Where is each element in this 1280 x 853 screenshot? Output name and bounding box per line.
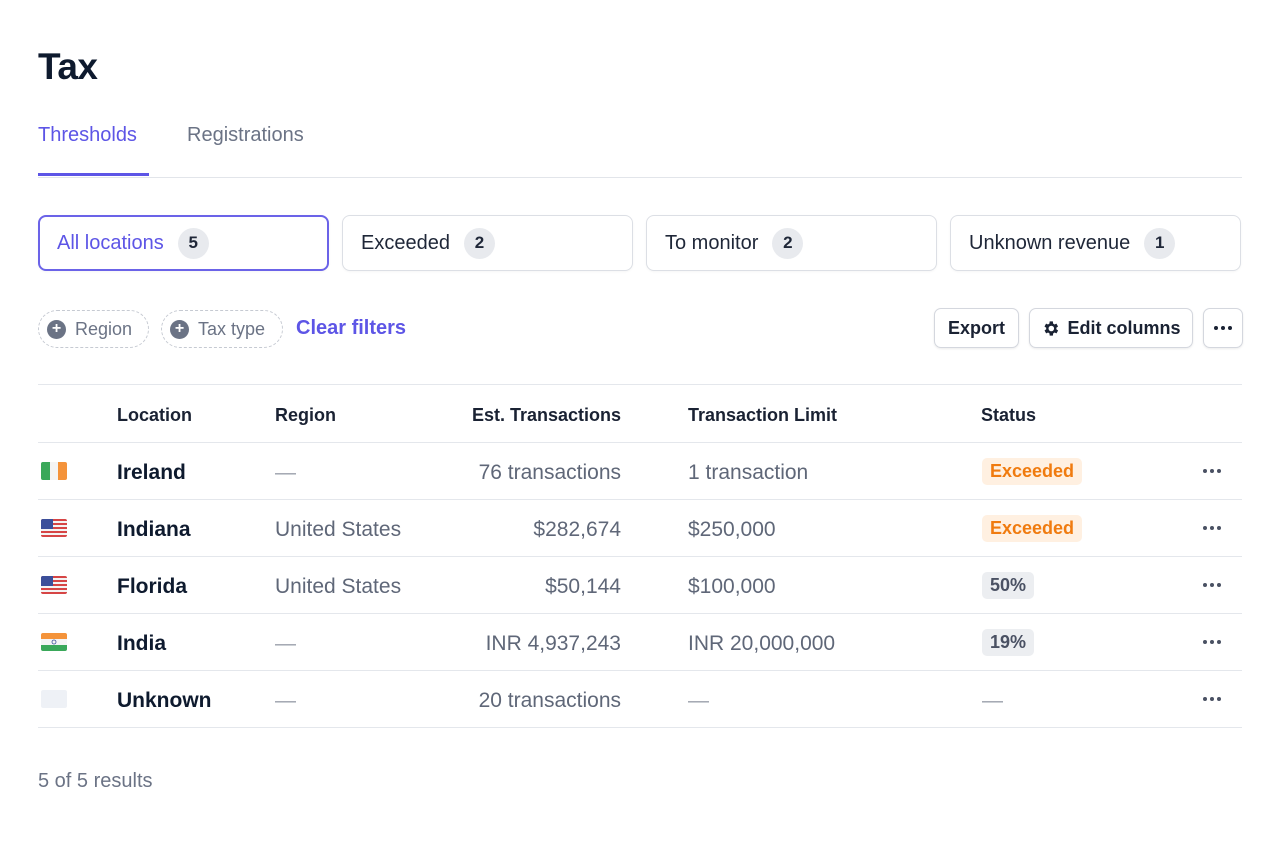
column-header-location[interactable]: Location	[117, 405, 192, 425]
tab-registrations[interactable]: Registrations	[187, 124, 304, 146]
page-title: Tax	[38, 46, 98, 87]
status-badge: Exceeded	[982, 458, 1083, 485]
clear-filters-link[interactable]: Clear filters	[296, 317, 407, 339]
row-actions-button[interactable]	[1200, 689, 1224, 709]
plus-circle-icon: +	[170, 319, 189, 339]
tab-thresholds[interactable]: Thresholds	[38, 124, 149, 176]
filter-card-label: Exceeded	[361, 231, 450, 254]
location-cell: Unknown	[117, 689, 212, 712]
tax-type-filter-chip[interactable]: + Tax type	[161, 310, 283, 348]
location-cell: India	[117, 632, 167, 655]
transaction-limit-cell: INR 20,000,000	[688, 632, 836, 655]
us-flag-icon	[41, 576, 67, 594]
ellipsis-icon	[1203, 640, 1221, 644]
filter-card-label: All locations	[57, 231, 164, 254]
column-header-transaction-limit[interactable]: Transaction Limit	[688, 405, 838, 425]
tab-bar: Thresholds Registrations	[38, 120, 1242, 178]
region-cell: United States	[275, 575, 402, 598]
chip-label: Region	[75, 318, 133, 339]
chip-label: Tax type	[198, 318, 266, 339]
status-cell: 50%	[982, 572, 1035, 599]
ellipsis-icon	[1203, 526, 1221, 530]
more-options-button[interactable]	[1203, 308, 1243, 348]
filter-card-exceeded[interactable]: Exceeded 2	[342, 215, 633, 271]
india-flag-icon	[41, 633, 67, 651]
row-actions-button[interactable]	[1200, 632, 1224, 652]
table-row[interactable]: Indiana United States $282,674 $250,000 …	[38, 500, 1242, 557]
table-row[interactable]: India — INR 4,937,243 INR 20,000,000 19%	[38, 614, 1242, 671]
status-filter-cards: All locations 5 Exceeded 2 To monitor 2 …	[38, 215, 1242, 271]
location-cell: Ireland	[117, 461, 186, 484]
transaction-limit-cell: $100,000	[688, 575, 776, 598]
ellipsis-icon	[1214, 326, 1232, 330]
status-cell: —	[982, 689, 1003, 713]
table-row[interactable]: Unknown — 20 transactions — —	[38, 671, 1242, 728]
filter-card-to-monitor[interactable]: To monitor 2	[646, 215, 937, 271]
filter-card-label: Unknown revenue	[969, 231, 1131, 254]
est-transactions-cell: $50,144	[545, 575, 621, 598]
filter-card-count: 2	[772, 227, 804, 259]
status-cell: Exceeded	[982, 458, 1083, 485]
ellipsis-icon	[1203, 469, 1221, 473]
status-badge: 19%	[982, 629, 1035, 656]
transaction-limit-cell: $250,000	[688, 518, 776, 541]
ellipsis-icon	[1203, 583, 1221, 587]
gear-icon	[1041, 319, 1060, 338]
thresholds-table: Location Region Est. Transactions Transa…	[38, 384, 1242, 728]
row-actions-button[interactable]	[1200, 461, 1224, 481]
est-transactions-cell: INR 4,937,243	[485, 632, 621, 655]
filter-card-label: To monitor	[665, 231, 759, 254]
region-filter-chip[interactable]: + Region	[38, 310, 149, 348]
region-cell: —	[275, 689, 296, 712]
plus-circle-icon: +	[47, 319, 66, 339]
filter-card-count: 5	[177, 227, 209, 259]
region-cell: —	[275, 461, 296, 484]
est-transactions-cell: 76 transactions	[478, 461, 621, 484]
table-row[interactable]: Florida United States $50,144 $100,000 5…	[38, 557, 1242, 614]
est-transactions-cell: $282,674	[533, 518, 621, 541]
ellipsis-icon	[1203, 697, 1221, 701]
filter-card-unknown-revenue[interactable]: Unknown revenue 1	[950, 215, 1241, 271]
table-header: Location Region Est. Transactions Transa…	[38, 385, 1242, 443]
results-count: 5 of 5 results	[38, 770, 153, 792]
row-actions-button[interactable]	[1200, 518, 1224, 538]
status-badge: 50%	[982, 572, 1035, 599]
transaction-limit-cell: 1 transaction	[688, 461, 809, 484]
export-button[interactable]: Export	[934, 308, 1019, 348]
filter-card-all-locations[interactable]: All locations 5	[38, 215, 329, 271]
location-cell: Florida	[117, 575, 188, 598]
filter-card-count: 1	[1144, 227, 1176, 259]
edit-columns-label: Edit columns	[1067, 317, 1181, 338]
column-header-status[interactable]: Status	[981, 405, 1037, 425]
est-transactions-cell: 20 transactions	[478, 689, 621, 712]
transaction-limit-cell: —	[688, 689, 709, 712]
status-cell: Exceeded	[982, 515, 1083, 542]
us-flag-icon	[41, 519, 67, 537]
region-cell: United States	[275, 518, 402, 541]
ireland-flag-icon	[41, 462, 67, 480]
column-header-region[interactable]: Region	[275, 405, 336, 425]
column-header-est-transactions[interactable]: Est. Transactions	[471, 405, 621, 425]
location-cell: Indiana	[117, 518, 191, 541]
region-cell: —	[275, 632, 296, 655]
status-badge: Exceeded	[982, 515, 1083, 542]
table-toolbar: + Region + Tax type Clear filters Export…	[38, 308, 1243, 350]
status-cell: 19%	[982, 629, 1035, 656]
filter-card-count: 2	[463, 227, 495, 259]
edit-columns-button[interactable]: Edit columns	[1029, 308, 1193, 348]
status-text: —	[982, 689, 1003, 712]
table-row[interactable]: Ireland — 76 transactions 1 transaction …	[38, 443, 1242, 500]
unknown-flag-icon	[41, 690, 67, 708]
row-actions-button[interactable]	[1200, 575, 1224, 595]
